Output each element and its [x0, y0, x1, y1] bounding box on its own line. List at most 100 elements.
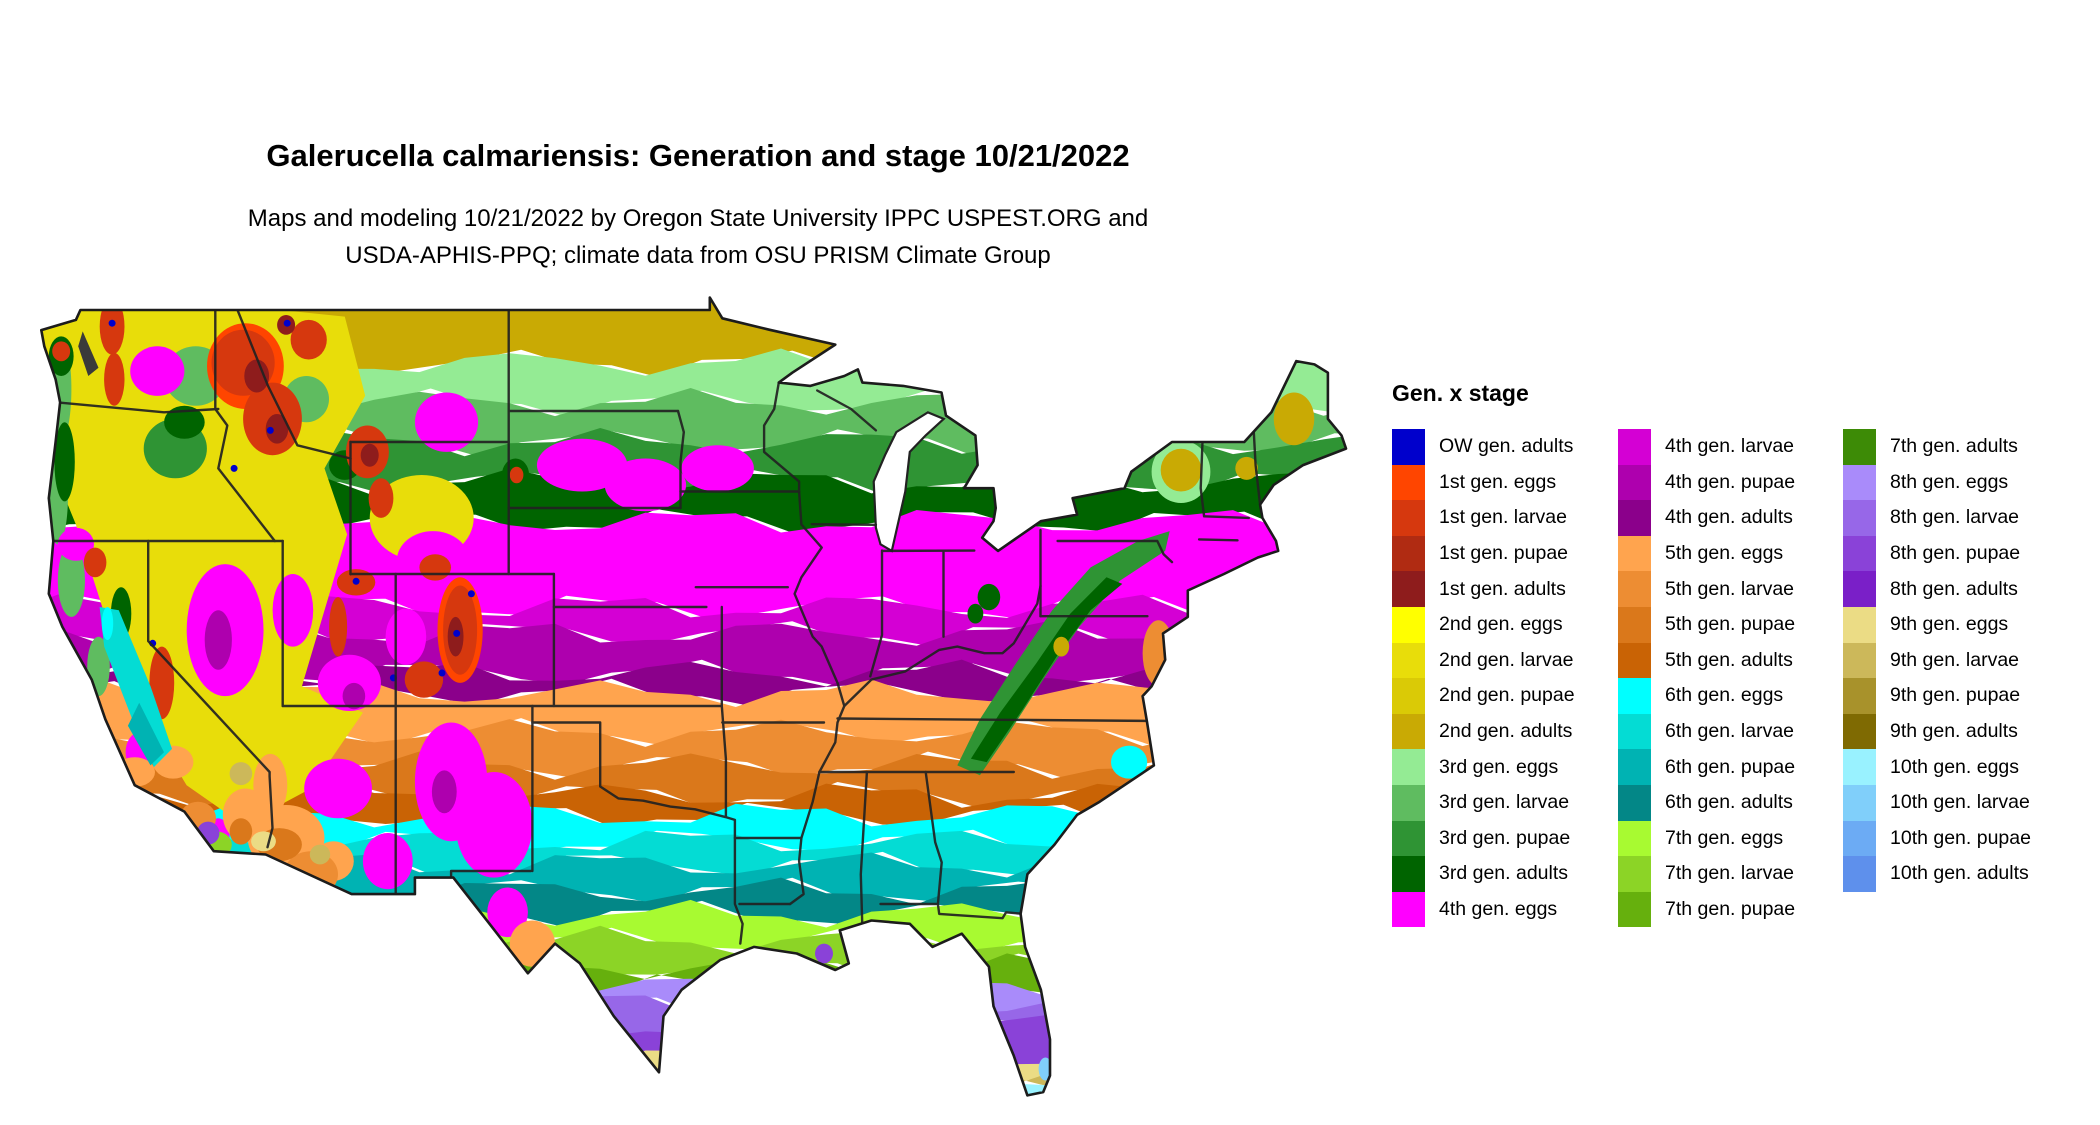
legend-item-label: 7th gen. pupae — [1665, 898, 1796, 921]
legend-color-swatch — [1392, 820, 1425, 857]
legend-item-label: 2nd gen. eggs — [1439, 613, 1563, 636]
legend-item-label: 4th gen. eggs — [1439, 898, 1558, 921]
subtitle-line-2: USDA-APHIS-PPQ; climate data from OSU PR… — [345, 242, 1051, 269]
legend-item-label: OW gen. adults — [1439, 435, 1574, 458]
legend-item-label: 5th gen. eggs — [1665, 542, 1784, 565]
legend-item-label: 9th gen. larvae — [1890, 648, 2020, 671]
legend-item-label: 3rd gen. adults — [1439, 862, 1569, 885]
legend-item-label: 8th gen. adults — [1890, 577, 2018, 600]
legend-color-swatch — [1618, 606, 1651, 643]
legend-item-label: 7th gen. adults — [1890, 435, 2018, 458]
us-map-svg — [40, 296, 1348, 1097]
legend-color-swatch — [1843, 606, 1876, 643]
legend-item-label: 9th gen. pupae — [1890, 684, 2021, 707]
legend-item-label: 1st gen. larvae — [1439, 506, 1567, 529]
legend-item: 9th gen. pupae — [1843, 678, 2031, 714]
legend-color-swatch — [1843, 500, 1876, 536]
legend-item-label: 3rd gen. eggs — [1439, 755, 1559, 778]
legend-color-swatch — [1618, 464, 1651, 501]
legend-color-swatch — [1392, 713, 1425, 750]
legend-item: 2nd gen. eggs — [1392, 606, 1575, 643]
legend-color-swatch — [1392, 571, 1425, 607]
legend-item: 1st gen. pupae — [1392, 535, 1575, 572]
legend: Gen. x stage OW gen. adults 1st gen. eggs… — [1390, 380, 2100, 940]
legend-item-label: 8th gen. larvae — [1890, 506, 2020, 529]
legend-item-label: 10th gen. larvae — [1890, 791, 2030, 814]
legend-item: 5th gen. adults — [1618, 642, 1795, 679]
legend-color-swatch — [1618, 678, 1651, 714]
legend-item: 9th gen. adults — [1843, 713, 2031, 750]
legend-item-label: 9th gen. adults — [1890, 720, 2018, 743]
legend-item-label: 4th gen. adults — [1665, 506, 1793, 529]
legend-color-swatch — [1843, 784, 1876, 821]
legend-color-swatch — [1843, 464, 1876, 501]
legend-item-label: 10th gen. adults — [1890, 862, 2029, 885]
legend-item: 10th gen. adults — [1843, 856, 2031, 892]
legend-item-label: 6th gen. adults — [1665, 791, 1793, 814]
legend-item-label: 10th gen. pupae — [1890, 826, 2031, 849]
legend-item: 4th gen. adults — [1618, 500, 1795, 536]
legend-item: 6th gen. adults — [1618, 784, 1795, 821]
legend-color-swatch — [1392, 642, 1425, 679]
legend-color-swatch — [1392, 856, 1425, 892]
legend-item-label: 1st gen. adults — [1439, 577, 1566, 600]
legend-color-swatch — [1618, 429, 1651, 465]
legend-color-swatch — [1392, 678, 1425, 714]
legend-item: 8th gen. pupae — [1843, 535, 2031, 572]
legend-item: 1st gen. larvae — [1392, 500, 1575, 536]
legend-item: 3rd gen. pupae — [1392, 820, 1575, 857]
legend-item: 10th gen. eggs — [1843, 749, 2031, 785]
legend-item: 7th gen. pupae — [1618, 891, 1796, 928]
subtitle-line-1: Maps and modeling 10/21/2022 by Oregon S… — [247, 205, 1149, 232]
legend-color-swatch — [1392, 500, 1425, 536]
legend-item-label: 2nd gen. larvae — [1439, 648, 1574, 671]
legend-item: 9th gen. eggs — [1843, 606, 2031, 643]
legend-color-swatch — [1392, 464, 1425, 501]
legend-item: 4th gen. eggs — [1392, 891, 1575, 928]
legend-item-label: 9th gen. eggs — [1890, 613, 2009, 636]
legend-item-label: 6th gen. larvae — [1665, 720, 1795, 743]
legend-color-swatch — [1392, 784, 1425, 821]
legend-color-swatch — [1392, 535, 1425, 572]
legend-item: OW gen. adults — [1392, 429, 1575, 465]
legend-item: 3rd gen. adults — [1392, 856, 1575, 892]
state-borders — [52, 308, 1262, 945]
legend-item-label: 2nd gen. adults — [1439, 720, 1573, 743]
legend-item-label: 5th gen. larvae — [1665, 577, 1795, 600]
legend-color-swatch — [1843, 820, 1876, 857]
legend-item: 3rd gen. eggs — [1392, 749, 1575, 785]
legend-color-swatch — [1618, 820, 1651, 857]
legend-item-label: 6th gen. pupae — [1665, 755, 1796, 778]
legend-item-label: 1st gen. eggs — [1439, 470, 1557, 493]
legend-color-swatch — [1618, 891, 1651, 928]
legend-color-swatch — [1392, 606, 1425, 643]
legend-item: 8th gen. larvae — [1843, 500, 2031, 536]
us-generation-stage-map — [28, 285, 1373, 1116]
legend-item: 2nd gen. pupae — [1392, 678, 1575, 714]
legend-item-label: 4th gen. pupae — [1665, 470, 1796, 493]
legend-item: 5th gen. pupae — [1618, 606, 1795, 643]
legend-color-swatch — [1618, 571, 1651, 607]
legend-color-swatch — [1618, 500, 1651, 536]
legend-item: 8th gen. eggs — [1843, 464, 2031, 501]
map-subtitle: Maps and modeling 10/21/2022 by Oregon S… — [28, 200, 1368, 274]
legend-item: 7th gen. adults — [1843, 429, 2031, 465]
legend-color-swatch — [1618, 856, 1651, 892]
legend-item: 9th gen. larvae — [1843, 642, 2031, 679]
legend-item: 1st gen. eggs — [1392, 464, 1575, 501]
legend-color-swatch — [1843, 749, 1876, 785]
legend-color-swatch — [1618, 749, 1651, 785]
legend-color-swatch — [1392, 749, 1425, 785]
legend-color-swatch — [1618, 535, 1651, 572]
legend-item: 8th gen. adults — [1843, 571, 2031, 607]
legend-item-label: 2nd gen. pupae — [1439, 684, 1575, 707]
legend-color-swatch — [1392, 429, 1425, 465]
legend-item: 10th gen. larvae — [1843, 784, 2031, 821]
legend-item: 7th gen. larvae — [1618, 856, 1795, 892]
legend-item-label: 8th gen. eggs — [1890, 470, 2009, 493]
legend-item: 6th gen. pupae — [1618, 749, 1795, 785]
legend-column-2: 4th gen. larvae 4th gen. pupae 4th gen. ad… — [1618, 429, 1796, 928]
legend-color-swatch — [1618, 642, 1651, 679]
legend-item-label: 7th gen. larvae — [1665, 862, 1795, 885]
legend-item: 5th gen. eggs — [1618, 535, 1795, 572]
